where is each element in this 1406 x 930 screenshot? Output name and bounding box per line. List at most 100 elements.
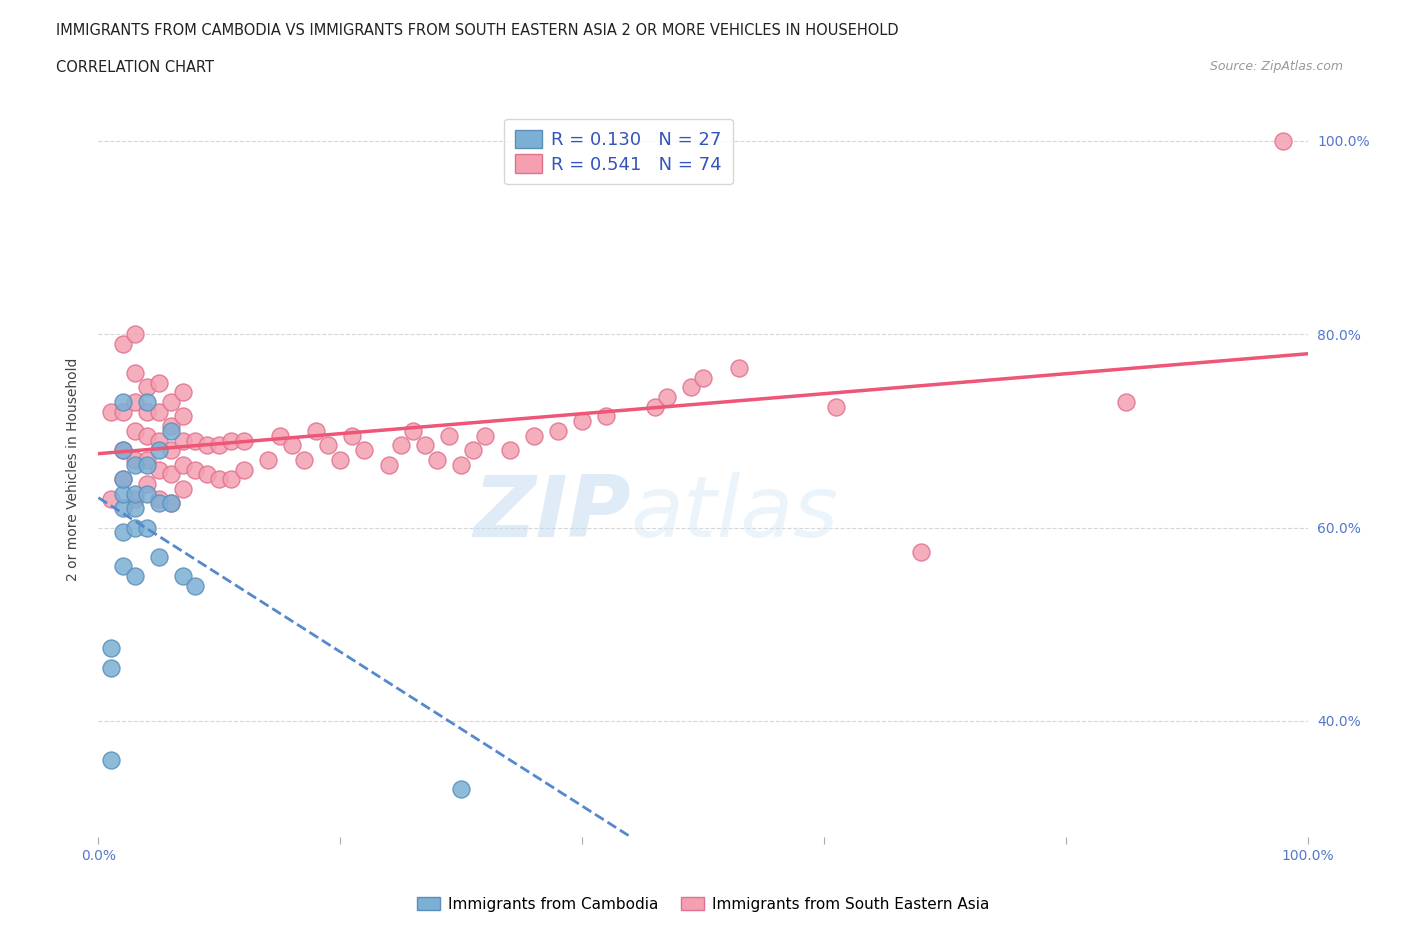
Point — [135, 429, 157, 444]
Point — [208, 438, 231, 453]
Point — [547, 423, 569, 438]
Point — [1115, 394, 1137, 409]
Point — [305, 423, 328, 438]
Point — [135, 380, 157, 395]
Point — [232, 462, 254, 477]
Point — [208, 472, 231, 486]
Point — [148, 496, 170, 511]
Point — [135, 394, 157, 409]
Point — [124, 520, 146, 535]
Point — [316, 438, 339, 453]
Point — [100, 752, 122, 767]
Point — [124, 501, 146, 516]
Point — [160, 443, 183, 458]
Point — [111, 405, 134, 419]
Y-axis label: 2 or more Vehicles in Household: 2 or more Vehicles in Household — [66, 358, 80, 581]
Point — [172, 458, 194, 472]
Point — [124, 486, 146, 501]
Point — [111, 394, 134, 409]
Point — [644, 399, 666, 414]
Point — [124, 326, 146, 341]
Point — [135, 520, 157, 535]
Point — [148, 433, 170, 448]
Point — [100, 660, 122, 675]
Point — [148, 462, 170, 477]
Point — [184, 462, 207, 477]
Point — [595, 409, 617, 424]
Point — [124, 568, 146, 583]
Point — [172, 409, 194, 424]
Point — [160, 496, 183, 511]
Text: ZIP: ZIP — [472, 472, 630, 555]
Point — [342, 429, 364, 444]
Point — [184, 578, 207, 593]
Point — [402, 423, 425, 438]
Point — [160, 467, 183, 482]
Point — [124, 394, 146, 409]
Point — [221, 433, 243, 448]
Point — [172, 568, 194, 583]
Point — [184, 433, 207, 448]
Point — [135, 458, 157, 472]
Text: IMMIGRANTS FROM CAMBODIA VS IMMIGRANTS FROM SOUTH EASTERN ASIA 2 OR MORE VEHICLE: IMMIGRANTS FROM CAMBODIA VS IMMIGRANTS F… — [56, 23, 898, 38]
Point — [571, 414, 593, 429]
Point — [100, 491, 122, 506]
Point — [148, 405, 170, 419]
Point — [256, 453, 278, 468]
Point — [221, 472, 243, 486]
Point — [450, 458, 472, 472]
Point — [111, 472, 134, 486]
Point — [426, 453, 449, 468]
Point — [655, 390, 678, 405]
Point — [389, 438, 412, 453]
Point — [124, 423, 146, 438]
Point — [160, 418, 183, 433]
Point — [111, 472, 134, 486]
Point — [825, 399, 848, 414]
Point — [269, 429, 291, 444]
Point — [523, 429, 546, 444]
Point — [679, 380, 702, 395]
Point — [111, 525, 134, 540]
Point — [124, 365, 146, 380]
Point — [148, 491, 170, 506]
Point — [172, 433, 194, 448]
Point — [232, 433, 254, 448]
Point — [463, 443, 485, 458]
Point — [692, 370, 714, 385]
Point — [135, 477, 157, 492]
Point — [172, 482, 194, 497]
Text: atlas: atlas — [630, 472, 838, 555]
Point — [329, 453, 352, 468]
Point — [172, 385, 194, 400]
Point — [135, 405, 157, 419]
Point — [910, 544, 932, 559]
Text: Source: ZipAtlas.com: Source: ZipAtlas.com — [1209, 60, 1343, 73]
Point — [450, 781, 472, 796]
Point — [474, 429, 496, 444]
Legend: Immigrants from Cambodia, Immigrants from South Eastern Asia: Immigrants from Cambodia, Immigrants fro… — [411, 890, 995, 918]
Point — [111, 559, 134, 574]
Point — [124, 491, 146, 506]
Point — [160, 423, 183, 438]
Point — [281, 438, 304, 453]
Point — [111, 486, 134, 501]
Point — [413, 438, 436, 453]
Point — [160, 496, 183, 511]
Point — [437, 429, 460, 444]
Point — [195, 438, 218, 453]
Point — [728, 361, 751, 376]
Point — [100, 641, 122, 656]
Point — [111, 501, 134, 516]
Point — [111, 443, 134, 458]
Legend: R = 0.130   N = 27, R = 0.541   N = 74: R = 0.130 N = 27, R = 0.541 N = 74 — [505, 119, 733, 184]
Point — [292, 453, 315, 468]
Point — [195, 467, 218, 482]
Point — [124, 453, 146, 468]
Text: CORRELATION CHART: CORRELATION CHART — [56, 60, 214, 75]
Point — [1272, 134, 1295, 149]
Point — [160, 394, 183, 409]
Point — [377, 458, 399, 472]
Point — [124, 458, 146, 472]
Point — [135, 453, 157, 468]
